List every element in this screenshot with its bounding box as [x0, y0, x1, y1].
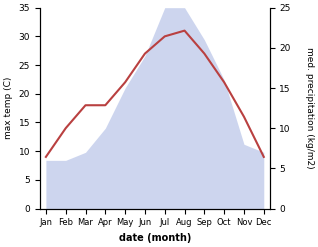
Y-axis label: med. precipitation (kg/m2): med. precipitation (kg/m2) [305, 47, 314, 169]
X-axis label: date (month): date (month) [119, 233, 191, 243]
Y-axis label: max temp (C): max temp (C) [4, 77, 13, 139]
